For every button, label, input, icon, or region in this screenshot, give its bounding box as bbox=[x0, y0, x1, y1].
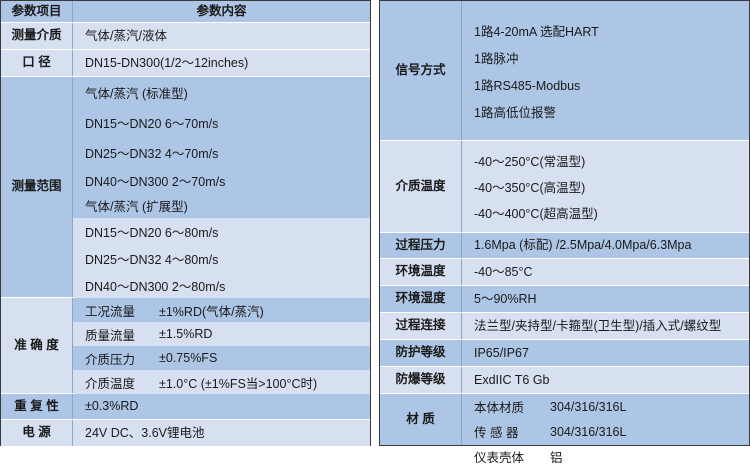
accuracy-row-working-flow: 工况流量 ±1%RD(气体/蒸汽) bbox=[73, 298, 370, 322]
group-signal-mode: 信号方式 1路4-20mA 选配HART 1路脉冲 1路RS485-Modbus… bbox=[380, 1, 749, 141]
accuracy-row-medium-pressure: 介质压力 ±0.75%FS bbox=[73, 346, 370, 370]
group-label-accuracy: 准 确 度 bbox=[1, 298, 73, 393]
range-line-dn15-dn20-80: DN15～DN20 6～80m/s bbox=[73, 218, 370, 245]
table-header-row: 参数项目 参数内容 bbox=[1, 1, 370, 23]
material-key-housing: 仪表壳体 bbox=[474, 451, 525, 465]
row-label-process-pressure: 过程压力 bbox=[380, 233, 462, 258]
accuracy-key-medium-pressure: 介质压力 bbox=[85, 352, 136, 367]
row-label-power-supply: 电 源 bbox=[1, 420, 73, 446]
group-label-signal-mode: 信号方式 bbox=[380, 1, 462, 140]
row-process-pressure: 过程压力 1.6Mpa (标配) /2.5Mpa/4.0Mpa/6.3Mpa bbox=[380, 233, 749, 259]
range-line-dn40-dn300-70: DN40～DN300 2～70m/s bbox=[73, 167, 370, 193]
row-label-measuring-medium: 测量介质 bbox=[1, 23, 73, 49]
group-accuracy: 准 确 度 工况流量 ±1%RD(气体/蒸汽) 质量流量 ±1.5%RD 介质压… bbox=[1, 298, 370, 394]
row-process-connection: 过程连接 法兰型/夹持型/卡箍型(卫生型)/插入式/螺纹型 bbox=[380, 313, 749, 340]
row-repeatability: 重 复 性 ±0.3%RD bbox=[1, 394, 370, 420]
row-label-ambient-humidity: 环境湿度 bbox=[380, 286, 462, 312]
right-spec-table: 信号方式 1路4-20mA 选配HART 1路脉冲 1路RS485-Modbus… bbox=[379, 0, 750, 465]
row-value-measuring-medium: 气体/蒸汽/液体 bbox=[85, 28, 167, 43]
range-line-dn25-dn32-70: DN25～DN32 4～70m/s bbox=[73, 137, 370, 167]
group-material: 材 质 本体材质 304/316/316L 传 感 器 304/316/316L… bbox=[380, 394, 749, 465]
header-col-parameter-content: 参数内容 bbox=[196, 4, 247, 19]
group-body-measuring-range: 气体/蒸汽 (标准型) DN15～DN20 6～70m/s DN25～DN32 … bbox=[73, 77, 370, 324]
row-measuring-medium: 测量介质 气体/蒸汽/液体 bbox=[1, 23, 370, 50]
medium-temp-line-high: -40～350°C(高温型) bbox=[474, 181, 586, 195]
signal-line-pulse: 1路脉冲 bbox=[474, 51, 519, 66]
range-line-dn25-dn32-80: DN25～DN32 4～80m/s bbox=[73, 245, 370, 272]
row-label-repeatability: 重 复 性 bbox=[1, 394, 73, 419]
left-spec-table: 参数项目 参数内容 测量介质 气体/蒸汽/液体 口 径 DN15-DN300(1… bbox=[0, 0, 371, 446]
signal-line-4-20ma-hart: 1路4-20mA 选配HART bbox=[474, 24, 599, 39]
row-label-ambient-temperature: 环境温度 bbox=[380, 259, 462, 285]
range-line-dn40-dn300-80: DN40～DN300 2～80m/s bbox=[73, 272, 370, 299]
material-val-body: 304/316/316L bbox=[550, 399, 627, 414]
range-line-dn15-dn20-70: DN15～DN20 6～70m/s bbox=[73, 107, 370, 137]
row-ambient-humidity: 环境湿度 5～90%RH bbox=[380, 286, 749, 313]
material-row-body: 本体材质 304/316/316L bbox=[462, 394, 749, 419]
material-key-body: 本体材质 bbox=[474, 401, 525, 415]
row-label-process-connection: 过程连接 bbox=[380, 313, 462, 339]
row-explosionproof-rating: 防爆等级 ExdIIC T6 Gb bbox=[380, 367, 749, 394]
material-row-housing: 仪表壳体 铝 bbox=[462, 444, 749, 469]
row-value-ambient-temperature: -40～85°C bbox=[474, 264, 533, 279]
material-row-sensor: 传 感 器 304/316/316L bbox=[462, 419, 749, 444]
row-value-process-pressure: 1.6Mpa (标配) /2.5Mpa/4.0Mpa/6.3Mpa bbox=[474, 238, 692, 253]
row-value-repeatability: ±0.3%RD bbox=[85, 399, 139, 414]
row-value-ambient-humidity: 5～90%RH bbox=[474, 291, 537, 306]
material-val-sensor: 304/316/316L bbox=[550, 424, 627, 439]
signal-line-hi-lo-alarm: 1路高低位报警 bbox=[474, 105, 556, 120]
row-value-explosionproof-rating: ExdIIC T6 Gb bbox=[474, 372, 550, 387]
header-col-parameter-item: 参数项目 bbox=[1, 1, 73, 22]
accuracy-val-medium-pressure: ±0.75%FS bbox=[159, 351, 218, 365]
accuracy-key-mass-flow: 质量流量 bbox=[85, 328, 136, 343]
accuracy-key-medium-temperature: 介质温度 bbox=[85, 376, 136, 391]
group-body-material: 本体材质 304/316/316L 传 感 器 304/316/316L 仪表壳… bbox=[462, 394, 749, 465]
row-caliber: 口 径 DN15-DN300(1/2～12inches) bbox=[1, 50, 370, 77]
accuracy-val-mass-flow: ±1.5%RD bbox=[159, 327, 213, 341]
group-measuring-range: 测量范围 气体/蒸汽 (标准型) DN15～DN20 6～70m/s DN25～… bbox=[1, 77, 370, 324]
row-label-protection-rating: 防护等级 bbox=[380, 340, 462, 366]
accuracy-val-medium-temperature: ±1.0°C (±1%FS当>100°C时) bbox=[159, 376, 318, 391]
range-line-gas-standard: 气体/蒸汽 (标准型) bbox=[73, 77, 370, 107]
medium-temp-line-normal: -40～250°C(常温型) bbox=[474, 155, 586, 169]
group-body-accuracy: 工况流量 ±1%RD(气体/蒸汽) 质量流量 ±1.5%RD 介质压力 ±0.7… bbox=[73, 298, 370, 394]
row-value-protection-rating: IP65/IP67 bbox=[474, 345, 529, 360]
group-label-medium-temperature: 介质温度 bbox=[380, 141, 462, 232]
row-value-process-connection: 法兰型/夹持型/卡箍型(卫生型)/插入式/螺纹型 bbox=[474, 318, 722, 333]
material-key-sensor: 传 感 器 bbox=[474, 426, 519, 440]
accuracy-row-medium-temperature: 介质温度 ±1.0°C (±1%FS当>100°C时) bbox=[73, 370, 370, 394]
group-label-measuring-range: 测量范围 bbox=[1, 77, 73, 297]
row-label-explosionproof-rating: 防爆等级 bbox=[380, 367, 462, 393]
material-val-housing: 铝 bbox=[550, 451, 563, 465]
group-label-material: 材 质 bbox=[380, 394, 462, 445]
row-value-power-supply: 24V DC、3.6V锂电池 bbox=[85, 425, 205, 440]
signal-line-rs485-modbus: 1路RS485-Modbus bbox=[474, 78, 581, 93]
accuracy-val-working-flow: ±1%RD(气体/蒸汽) bbox=[159, 304, 264, 319]
range-line-gas-extended: 气体/蒸汽 (扩展型) bbox=[73, 193, 370, 218]
row-power-supply: 电 源 24V DC、3.6V锂电池 bbox=[1, 420, 370, 446]
group-medium-temperature: 介质温度 -40～250°C(常温型) -40～350°C(高温型) -40～4… bbox=[380, 141, 749, 233]
row-label-caliber: 口 径 bbox=[1, 50, 73, 76]
row-protection-rating: 防护等级 IP65/IP67 bbox=[380, 340, 749, 367]
accuracy-row-mass-flow: 质量流量 ±1.5%RD bbox=[73, 322, 370, 346]
group-body-signal-mode: 1路4-20mA 选配HART 1路脉冲 1路RS485-Modbus 1路高低… bbox=[462, 1, 749, 140]
group-body-medium-temperature: -40～250°C(常温型) -40～350°C(高温型) -40～400°C(… bbox=[462, 141, 749, 232]
medium-temp-line-ultrahigh: -40～400°C(超高温型) bbox=[474, 207, 598, 221]
row-ambient-temperature: 环境温度 -40～85°C bbox=[380, 259, 749, 286]
row-value-caliber: DN15-DN300(1/2～12inches) bbox=[85, 55, 249, 70]
accuracy-key-working-flow: 工况流量 bbox=[85, 304, 136, 319]
